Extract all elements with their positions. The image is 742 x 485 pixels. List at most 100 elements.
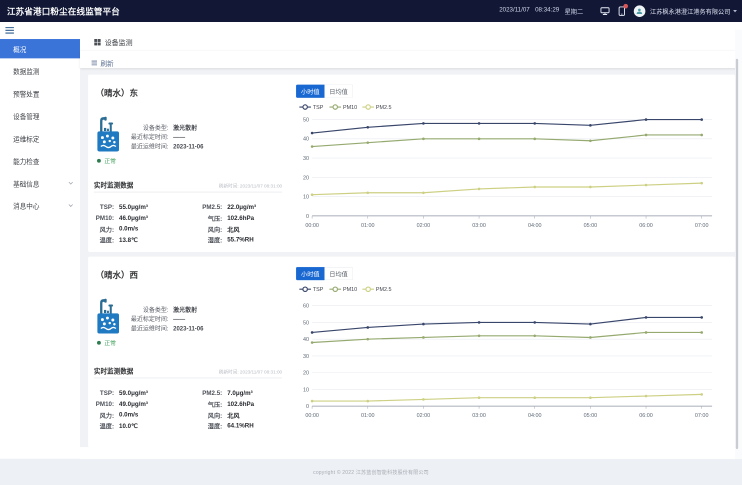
sidebar-item-label: 消息中心 [13,202,40,211]
maintenance-label: 最近运维时间: [130,325,169,332]
status-dot [97,158,101,163]
svg-text:40: 40 [303,137,309,143]
reading-value: 55.7%RH [227,236,254,244]
svg-text:00:00: 00:00 [305,223,319,229]
sidebar-item-label: 运维标定 [13,135,40,143]
device-type-value: 激光散射 [173,306,198,314]
reading-TSP: TSP: 59.0μg/m³ [94,388,202,399]
station-chart-area: 小时值 日均值 TSP PM10 PM2.5 0 10 20 30 40 50 00:00 01:00… [290,75,735,252]
svg-text:05:00: 05:00 [584,413,598,419]
reading-value: 102.6hPa [227,214,255,222]
company-dropdown[interactable]: 江苏枫永港澄江港务有限公司 [650,6,737,15]
app-header: 江苏省港口粉尘在线监管平台 2023/11/07 08:34:29 星期二 [0,0,742,23]
station-chart-area: 小时值 日均值 TSP PM10 PM2.5 0 10 20 30 40 50 60 00:00 01:… [290,257,735,448]
filler [79,447,742,459]
scrollbar[interactable] [735,29,742,459]
reading-label: PM2.5: [202,204,223,211]
middle: 概况数据监测预警处置设备管理运维标定能力检查基础信息消息中心 设备监测 [0,22,742,459]
series-PM2.5 [312,182,702,196]
sidebar-item-overview[interactable]: 概况 [0,39,80,59]
tagbar: 刷新 [79,50,742,69]
sidebar-item-label: 能力检查 [13,157,40,166]
svg-text:50: 50 [303,320,309,326]
station-device-icon [97,298,120,334]
realtime-header: 实时监测数据 刷新时间: 2023/11/07 08:31:00 [93,367,282,379]
realtime-header: 实时监测数据 刷新时间: 2023/11/07 08:31:00 [93,182,282,193]
caret-down-icon [733,9,737,13]
series-PM2.5 [312,393,702,402]
readings-grid: TSP: 59.0μg/m³ PM2.5: 7.0μg/m³ PM10: 49.0μg/m… [94,388,282,431]
svg-text:20: 20 [303,175,309,181]
station-card: （晴水）东 [88,74,736,252]
monitor-icon[interactable] [600,7,610,16]
svg-text:TSP: TSP [313,287,324,293]
header-weekday: 星期二 [564,8,584,16]
device-info-row: 最近标定时间: —— [129,133,204,142]
svg-text:0: 0 [306,214,309,220]
maintenance-value: 2023-11-06 [173,143,204,150]
sidebar: 概况数据监测预警处置设备管理运维标定能力检查基础信息消息中心 [0,22,80,459]
reading-label: 风向: [207,226,223,234]
reading-风力: 风力: 0.0m/s [94,410,202,421]
reading-value: 59.0μg/m³ [119,389,148,397]
sidebar-item-ops-calib[interactable]: 运维标定 [0,129,80,148]
chart-tabs: 小时值 日均值 [296,267,735,281]
reading-value: 49.0μg/m³ [119,400,148,408]
device-row: 设备类型: 激光散射 最近标定时间: —— 最近运维时间: 2023-11-06 [94,296,282,336]
svg-text:05:00: 05:00 [584,223,598,229]
chart-tab-daily[interactable]: 日均值 [324,84,353,98]
svg-text:02:00: 02:00 [417,223,431,229]
sidebar-item-label: 基础信息 [13,180,40,188]
legend-item-PM10[interactable]: PM10 [329,286,357,293]
svg-text:TSP: TSP [313,105,324,111]
reading-value: 10.0℃ [119,422,139,430]
svg-text:60: 60 [303,304,309,310]
header-date: 2023/11/07 [499,6,530,13]
legend-item-PM2.5[interactable]: PM2.5 [362,286,392,293]
sidebar-item-alert-handle[interactable]: 预警处置 [0,84,80,103]
sidebar-item-data-monitor[interactable]: 数据监测 [0,61,80,80]
breadcrumb: 设备监测 [94,37,133,47]
legend-item-PM10[interactable]: PM10 [329,104,357,111]
station-info: （晴水）东 [88,75,290,252]
hamburger-icon [5,27,14,34]
sidebar-item-basic-info[interactable]: 基础信息 [0,174,80,193]
svg-text:10: 10 [303,195,309,201]
legend-item-PM2.5[interactable]: PM2.5 [362,104,392,111]
reading-label: PM2.5: [202,389,223,397]
legend-item-TSP[interactable]: TSP [299,286,324,293]
refresh-tag[interactable]: 刷新 [91,58,114,68]
realtime-title: 实时监测数据 [93,367,134,375]
series-PM10 [312,331,702,344]
sidebar-menu: 概况数据监测预警处置设备管理运维标定能力检查基础信息消息中心 [0,39,80,218]
monitor-icon-glyph [600,7,610,15]
sidebar-item-ability-check[interactable]: 能力检查 [0,151,80,170]
sidebar-item-msg-center[interactable]: 消息中心 [0,196,80,215]
status-dot [97,340,101,345]
user-icon [636,8,643,14]
reading-label: TSP: [99,204,115,211]
reading-value: 13.8℃ [119,236,139,244]
sidebar-toggle[interactable] [0,22,80,39]
legend-item-TSP[interactable]: TSP [299,104,324,111]
scrollbar-thumb[interactable] [735,58,739,450]
phone-notification-icon[interactable] [618,3,628,16]
chart-tab-hourly[interactable]: 小时值 [296,267,325,281]
reading-label: 温度: [99,237,115,245]
svg-text:20: 20 [303,371,309,377]
reading-label: 气压: [207,401,223,409]
device-info-row: 最近运维时间: 2023-11-06 [129,142,204,151]
refresh-time-label: 刷新时间: [218,183,240,189]
reading-label: TSP: [99,389,115,397]
reading-value: 北风 [227,412,240,420]
header-datetime: 2023/11/07 08:34:29 星期二 [494,6,583,15]
chart-tab-daily[interactable]: 日均值 [324,267,353,281]
device-info-row: 最近运维时间: 2023-11-06 [129,324,204,333]
avatar[interactable] [633,5,646,17]
sidebar-item-device-mgmt[interactable]: 设备管理 [0,106,80,125]
reading-value: 64.1%RH [227,422,254,429]
chart-tab-hourly[interactable]: 小时值 [296,84,325,98]
series-TSP [312,118,702,134]
svg-text:00:00: 00:00 [305,413,319,419]
calibration-label: 最近标定时间: [130,134,169,141]
